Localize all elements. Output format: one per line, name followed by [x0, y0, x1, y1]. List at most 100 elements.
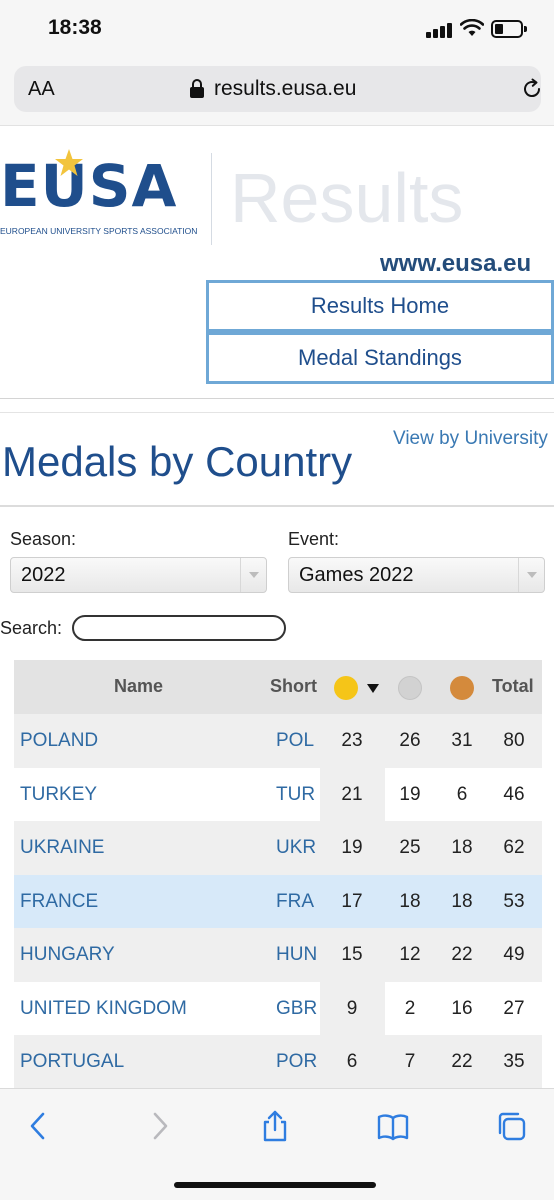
site-link[interactable]: www.eusa.eu [380, 250, 532, 277]
silver-count: 18 [399, 890, 421, 912]
bronze-count: 22 [451, 944, 473, 965]
country-code-link[interactable]: GBR [276, 997, 318, 1019]
browser-toolbar [0, 1088, 554, 1200]
cellular-signal-icon [426, 22, 454, 38]
country-name-link[interactable]: TURKEY [20, 783, 98, 805]
gold-medal-icon[interactable] [334, 676, 358, 700]
sort-desc-icon [367, 684, 379, 693]
header-divider [211, 153, 212, 245]
total-count: 46 [503, 783, 525, 805]
table-header: Name Short Total [14, 660, 542, 714]
gold-count: 19 [341, 837, 363, 858]
gold-count: 15 [341, 944, 363, 965]
total-count: 35 [503, 1051, 525, 1072]
share-icon[interactable] [258, 1109, 292, 1143]
silver-count: 19 [399, 783, 421, 805]
browser-address-area: AA results.eusa.eu [0, 58, 554, 126]
gold-count: 21 [341, 783, 363, 805]
tabs-icon[interactable] [494, 1109, 528, 1143]
bronze-count: 6 [456, 783, 468, 805]
silver-count: 26 [399, 730, 421, 751]
country-name-link[interactable]: FRANCE [20, 890, 99, 912]
country-code-link[interactable]: TUR [276, 783, 316, 805]
season-label: Season: [10, 529, 77, 549]
divider [0, 505, 554, 507]
total-count: 53 [503, 890, 525, 912]
column-header-short[interactable]: Short [270, 676, 317, 696]
total-count: 80 [503, 730, 525, 751]
gold-count: 6 [346, 1051, 358, 1072]
table-row: UNITED KINGDOM GBR 9 2 16 27 [14, 981, 542, 1035]
bronze-count: 18 [451, 890, 473, 912]
bronze-medal-icon[interactable] [450, 676, 474, 700]
table-row: HUNGARY HUN 15 12 22 49 [14, 928, 542, 982]
country-name-link[interactable]: HUNGARY [20, 944, 115, 965]
country-code-link[interactable]: UKR [276, 837, 317, 858]
silver-count: 7 [404, 1051, 416, 1072]
gold-count: 23 [341, 730, 363, 751]
address-bar[interactable]: AA results.eusa.eu [14, 66, 541, 112]
logo-text: EUSA [0, 152, 178, 220]
eusa-logo[interactable]: EUSA EUROPEAN UNIVERSITY SPORTS ASSOCIAT… [0, 148, 200, 240]
back-icon[interactable] [22, 1109, 56, 1143]
results-title: Results [230, 159, 464, 237]
results-home-button[interactable]: Results Home [206, 280, 554, 332]
status-bar: 18:38 [0, 0, 554, 58]
season-select[interactable]: 2022 [10, 557, 267, 593]
table-row: TURKEY TUR 21 19 6 46 [14, 767, 542, 821]
silver-count: 2 [404, 997, 416, 1019]
event-select[interactable]: Games 2022 [288, 557, 545, 593]
country-code-link[interactable]: HUN [276, 944, 318, 965]
home-indicator[interactable] [174, 1182, 376, 1188]
gold-count: 9 [346, 997, 358, 1019]
search-label: Search: [0, 618, 63, 638]
chevron-down-icon [240, 558, 266, 592]
silver-count: 25 [399, 837, 421, 858]
country-code-link[interactable]: POR [276, 1051, 318, 1072]
gold-count: 17 [341, 890, 363, 912]
bookmarks-icon[interactable] [376, 1109, 410, 1143]
country-name-link[interactable]: UKRAINE [20, 837, 105, 858]
bronze-count: 16 [451, 997, 473, 1019]
divider [0, 398, 554, 399]
forward-icon[interactable] [142, 1109, 176, 1143]
medal-standings-button[interactable]: Medal Standings [206, 332, 554, 384]
reload-icon[interactable] [520, 77, 544, 101]
country-name-link[interactable]: UNITED KINGDOM [20, 997, 187, 1019]
table-row: UKRAINE UKR 19 25 18 62 [14, 821, 542, 875]
star-icon [55, 149, 83, 176]
event-label: Event: [288, 529, 340, 549]
table-row-highlighted: FRANCE FRA 17 18 18 53 [14, 874, 542, 928]
bronze-count: 18 [451, 837, 473, 858]
country-name-link[interactable]: PORTUGAL [20, 1051, 125, 1072]
column-header-name[interactable]: Name [114, 676, 164, 696]
table-row: PORTUGAL POR 6 7 22 35 [14, 1035, 542, 1089]
total-count: 49 [503, 944, 525, 965]
chevron-down-icon [518, 558, 544, 592]
battery-icon [491, 20, 527, 38]
logo-subtitle: EUROPEAN UNIVERSITY SPORTS ASSOCIATION [0, 226, 198, 236]
event-select-value: Games 2022 [299, 563, 414, 586]
country-name-link[interactable]: POLAND [20, 730, 99, 751]
table-row: POLAND POL 23 26 31 80 [14, 714, 542, 768]
search-input[interactable] [72, 615, 286, 641]
silver-count: 12 [399, 944, 421, 965]
season-select-value: 2022 [21, 563, 66, 586]
total-count: 62 [503, 837, 525, 858]
page-title: Medals by Country [2, 438, 353, 485]
silver-medal-icon[interactable] [398, 676, 422, 700]
url-text[interactable]: results.eusa.eu [214, 77, 357, 100]
total-count: 27 [503, 997, 525, 1019]
divider [0, 412, 554, 413]
bronze-count: 31 [451, 730, 473, 751]
wifi-icon [460, 19, 484, 36]
column-header-total[interactable]: Total [492, 676, 534, 696]
bronze-count: 22 [451, 1051, 473, 1072]
medals-table: Name Short Total POLAND POL 23 26 31 80 … [14, 660, 542, 1089]
view-by-university-link[interactable]: View by University [393, 428, 548, 449]
reader-options-button[interactable]: AA [28, 78, 55, 100]
status-time: 18:38 [48, 16, 102, 39]
country-code-link[interactable]: FRA [276, 890, 314, 912]
country-code-link[interactable]: POL [276, 730, 315, 751]
lock-icon [190, 79, 204, 99]
